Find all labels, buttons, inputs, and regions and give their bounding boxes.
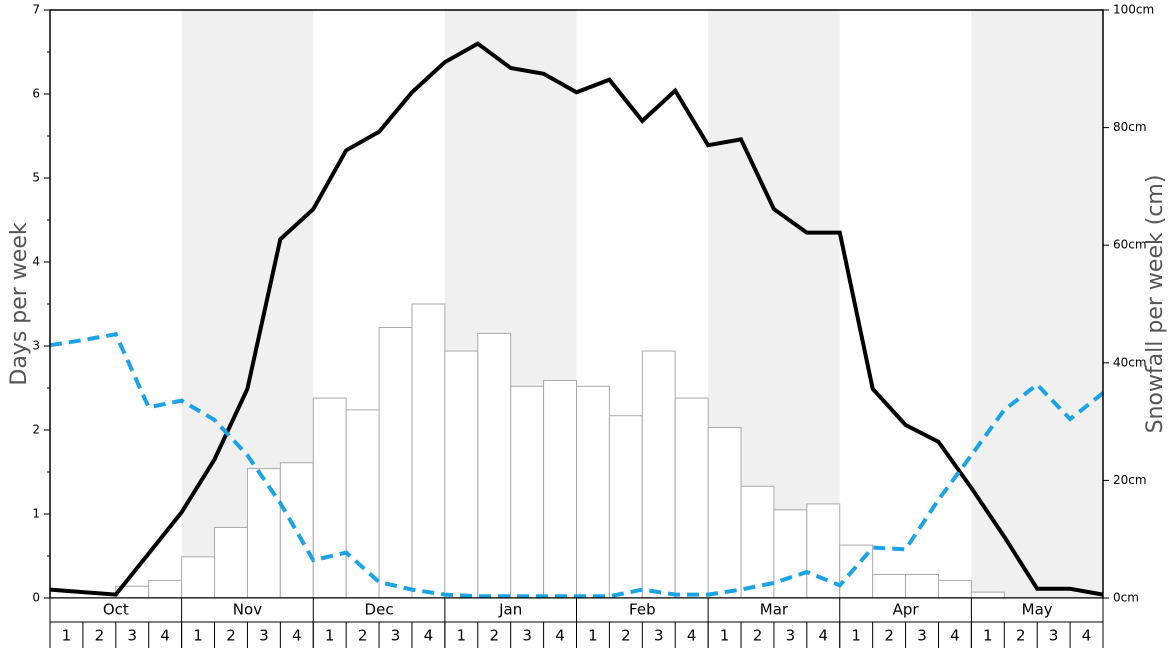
- y-tick-label: 0: [32, 591, 40, 605]
- bar: [411, 303, 446, 599]
- bar: [181, 556, 216, 599]
- week-label: 1: [325, 627, 335, 645]
- week-label: 3: [786, 627, 796, 645]
- bar: [905, 573, 939, 599]
- bar: [674, 397, 709, 599]
- week-label: 4: [950, 627, 960, 645]
- y2-tick-label: 20cm: [1113, 473, 1147, 487]
- week-label: 4: [160, 627, 170, 645]
- week-label: 4: [424, 627, 434, 645]
- background: [181, 10, 1103, 598]
- week-label: 4: [292, 627, 302, 645]
- week-label: 2: [1016, 627, 1026, 645]
- week-label: 3: [522, 627, 532, 645]
- bar: [707, 426, 742, 599]
- week-label: 2: [95, 627, 105, 645]
- bar: [510, 385, 545, 599]
- week-label: 3: [917, 627, 927, 645]
- bar: [970, 591, 1005, 599]
- bar: [608, 415, 643, 599]
- bar: [937, 579, 972, 599]
- y2-tick-label: 0cm: [1113, 591, 1139, 605]
- bar: [576, 385, 610, 599]
- week-label: 1: [983, 627, 993, 645]
- bar: [148, 579, 183, 599]
- bar: [214, 526, 248, 599]
- week-label: 3: [127, 627, 137, 645]
- week-label: 2: [621, 627, 631, 645]
- bar: [477, 332, 512, 599]
- week-label: 1: [720, 627, 730, 645]
- bar: [378, 327, 413, 599]
- week-label: 4: [555, 627, 565, 645]
- bar: [279, 462, 314, 599]
- y2-tick-label: 100cm: [1113, 3, 1154, 17]
- week-label: 2: [753, 627, 763, 645]
- bar: [543, 379, 577, 599]
- week-label: 3: [654, 627, 664, 645]
- bar: [444, 350, 479, 599]
- month-label: Mar: [760, 601, 789, 619]
- week-label: 3: [1049, 627, 1059, 645]
- line-series: [49, 41, 1104, 597]
- y2-tick-label: 60cm: [1113, 238, 1147, 252]
- y2-tick-label: 80cm: [1113, 120, 1147, 134]
- bar: [641, 350, 676, 599]
- y-tick-label: 5: [32, 171, 40, 185]
- week-label: 2: [358, 627, 368, 645]
- y2-tick-label: 40cm: [1113, 355, 1147, 369]
- y-axis-label: Days per week: [7, 222, 32, 385]
- bar: [740, 485, 775, 599]
- month-label: Oct: [103, 601, 129, 619]
- y-tick-label: 2: [32, 423, 40, 437]
- week-label: 2: [884, 627, 894, 645]
- month-label: Nov: [233, 601, 262, 619]
- month-label: May: [1022, 601, 1053, 619]
- week-label: 4: [819, 627, 829, 645]
- week-label: 1: [851, 627, 861, 645]
- week-label: 1: [588, 627, 598, 645]
- week-label: 3: [259, 627, 269, 645]
- week-label: 1: [193, 627, 203, 645]
- week-label: 2: [489, 627, 499, 645]
- week-label: 2: [226, 627, 236, 645]
- month-label: Jan: [498, 601, 522, 619]
- bar: [246, 468, 281, 599]
- month-label: Feb: [629, 601, 656, 619]
- y-tick-label: 7: [32, 3, 40, 17]
- month-label: Dec: [365, 601, 394, 619]
- week-label: 4: [687, 627, 697, 645]
- y-tick-label: 6: [32, 87, 40, 101]
- line-series: [49, 331, 1105, 599]
- bar: [773, 509, 808, 599]
- bar: [872, 573, 907, 599]
- y-tick-label: 4: [32, 255, 40, 269]
- month-label: Apr: [893, 601, 920, 619]
- y2-axis-label: Snowfall per week (cm): [1143, 175, 1168, 434]
- week-label: 3: [391, 627, 401, 645]
- y-tick-label: 1: [32, 507, 40, 521]
- week-label: 4: [1082, 627, 1092, 645]
- week-label: 1: [62, 627, 72, 645]
- week-label: 1: [457, 627, 467, 645]
- month-band: [971, 10, 1103, 598]
- bar: [312, 397, 347, 599]
- y-tick-label: 3: [32, 339, 40, 353]
- marks: [49, 41, 1105, 599]
